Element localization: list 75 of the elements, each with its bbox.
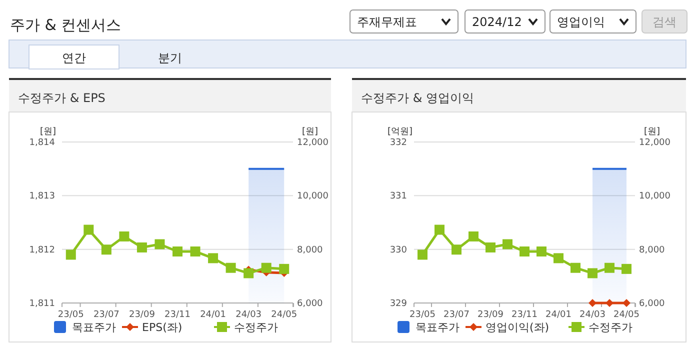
point — [622, 264, 632, 274]
point — [119, 231, 130, 242]
x-tick-label: 23/05 — [58, 310, 84, 320]
point — [101, 244, 112, 255]
legend-label: 영업이익(좌) — [486, 321, 550, 334]
x-tick-label: 24/05 — [614, 310, 640, 320]
point — [136, 242, 147, 252]
point — [154, 239, 165, 250]
point — [604, 262, 614, 273]
x-tick-label: 23/05 — [410, 310, 436, 320]
y2-tick-label: 6,000 — [297, 299, 324, 309]
point — [261, 262, 272, 273]
text: 연간 — [62, 51, 86, 65]
x-tick-label: 23/07 — [93, 310, 120, 320]
point — [520, 246, 530, 256]
x-tick-label: 23/07 — [444, 310, 470, 320]
legend-label: 수정주가 — [588, 321, 632, 334]
point — [418, 250, 428, 260]
point — [190, 246, 200, 256]
point — [452, 244, 462, 255]
y-tick-label: 1,812 — [29, 245, 55, 256]
point — [588, 268, 598, 278]
text: 주가 & 컨센서스 — [10, 16, 122, 34]
point — [279, 264, 290, 274]
y-tick-label: 1,811 — [29, 299, 55, 309]
legend-label: 목표주가 — [72, 321, 116, 334]
y-tick-label: 330 — [390, 245, 408, 256]
y2-tick-label: 8,000 — [639, 245, 666, 256]
y2-tick-label: 12,000 — [639, 138, 671, 148]
legend-label: 수정주가 — [234, 321, 278, 334]
x-tick-label: 24/01 — [546, 310, 572, 320]
y2-tick-label: 12,000 — [297, 138, 329, 148]
x-tick-label: 23/11 — [512, 310, 538, 320]
y-axis-title: [억원] — [387, 127, 413, 137]
y-tick-label: 331 — [390, 192, 407, 202]
y2-axis-title: [원] — [644, 127, 660, 137]
y-tick-label: 1,814 — [29, 138, 56, 148]
y2-tick-label: 10,000 — [297, 192, 329, 202]
x-tick-label: 23/09 — [478, 310, 504, 320]
point — [570, 262, 580, 273]
legend-label: 목표주가 — [416, 321, 460, 334]
y-tick-label: 1,813 — [29, 192, 55, 202]
chart-title: 수정주가 & 영업이익 — [361, 91, 474, 105]
point — [502, 239, 512, 250]
text: 영업이익 — [557, 15, 605, 29]
text: 검색 — [652, 15, 676, 29]
text: 주재무제표 — [357, 15, 417, 29]
chart-title: 수정주가 & EPS — [18, 91, 106, 105]
x-tick-label: 23/11 — [164, 310, 190, 320]
y-axis-title: [원] — [40, 127, 56, 137]
x-tick-label: 24/01 — [200, 310, 226, 320]
y2-tick-label: 10,000 — [639, 192, 671, 202]
point — [226, 262, 236, 273]
point — [486, 242, 496, 252]
y2-axis-title: [원] — [302, 127, 318, 137]
y2-tick-label: 8,000 — [297, 245, 324, 256]
point — [554, 253, 564, 264]
y2-tick-label: 6,000 — [639, 299, 666, 309]
point — [208, 253, 218, 264]
point — [244, 268, 254, 278]
x-tick-label: 24/05 — [271, 310, 298, 320]
point — [172, 246, 182, 256]
point — [468, 231, 478, 242]
x-tick-label: 24/03 — [580, 310, 606, 320]
y-tick-label: 329 — [390, 299, 408, 309]
y-tick-label: 332 — [390, 138, 407, 148]
point — [536, 246, 546, 256]
point — [84, 224, 94, 235]
x-tick-label: 24/03 — [236, 310, 262, 320]
point — [66, 250, 76, 260]
legend-label: EPS(좌) — [142, 321, 182, 334]
text: 2024/12 — [472, 15, 522, 29]
x-tick-label: 23/09 — [128, 310, 156, 320]
text: 분기 — [158, 51, 182, 65]
point — [434, 224, 444, 235]
